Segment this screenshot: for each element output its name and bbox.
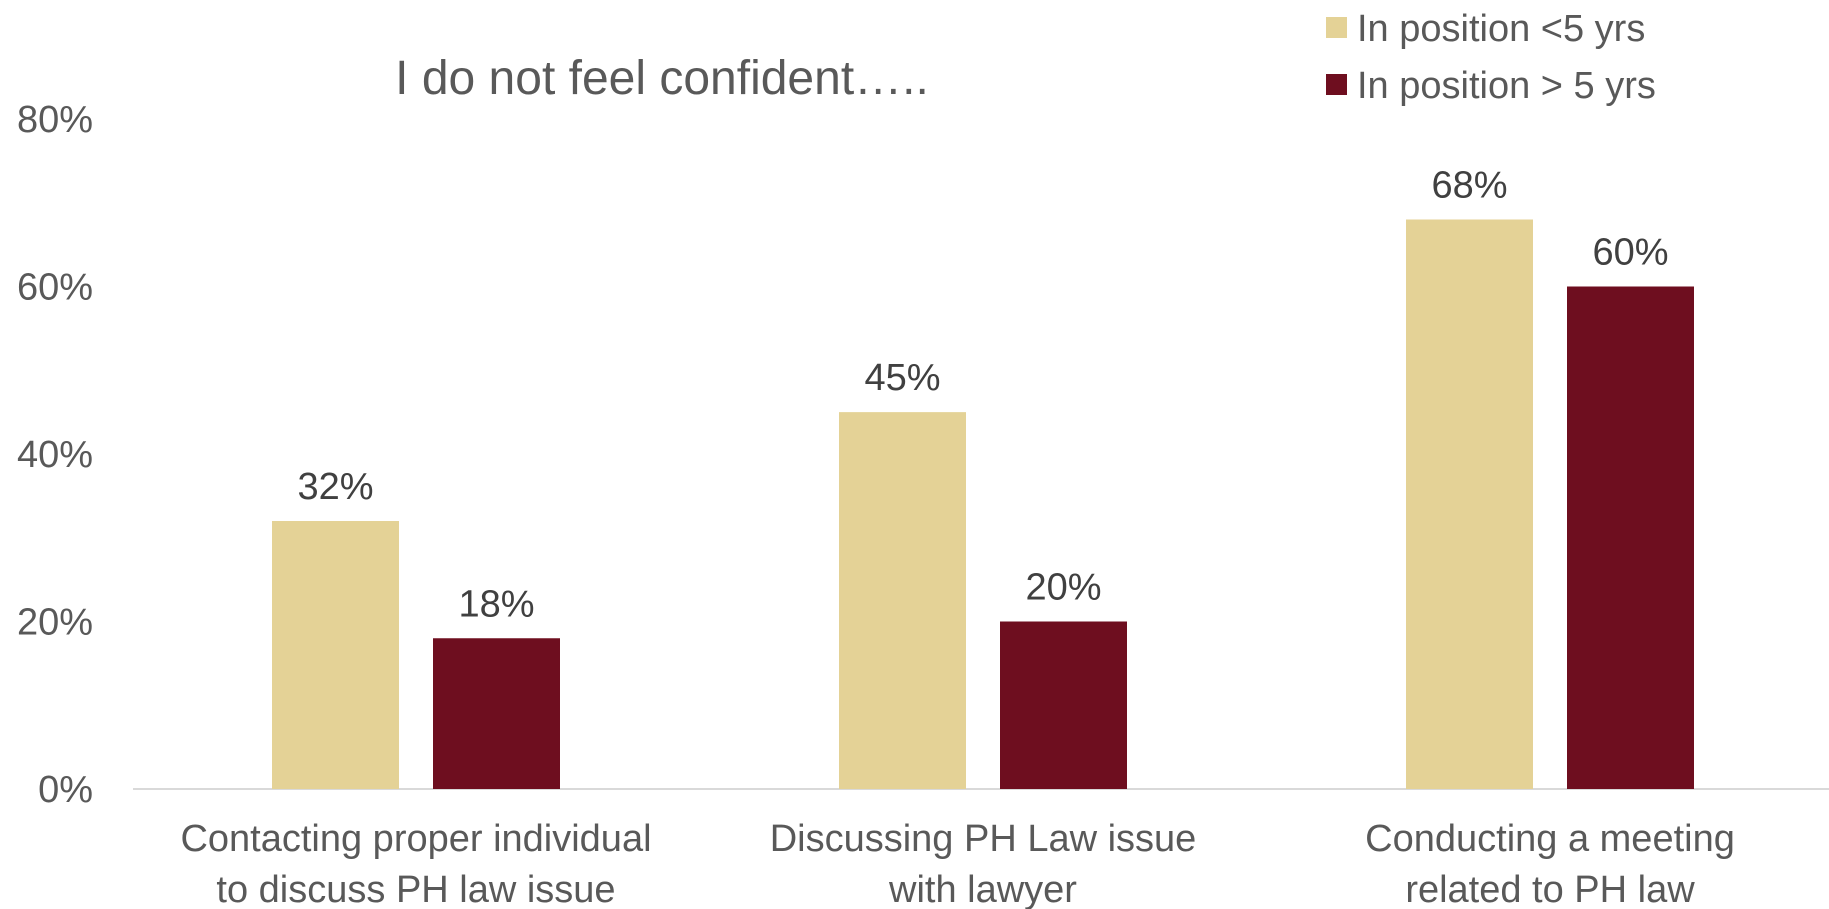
legend-swatch xyxy=(1326,17,1347,38)
bar-over-5-yrs xyxy=(433,638,560,789)
data-label: 32% xyxy=(297,466,373,508)
legend-label: In position > 5 yrs xyxy=(1357,65,1656,107)
data-label: 20% xyxy=(1025,567,1101,609)
category-label: related to PH law xyxy=(1405,869,1695,909)
y-tick-label: 80% xyxy=(17,99,93,141)
bar-under-5-yrs xyxy=(272,521,399,789)
bar-under-5-yrs xyxy=(1406,219,1533,789)
data-label: 60% xyxy=(1592,232,1668,274)
y-axis: 0% 20% 40% 60% 80% xyxy=(17,99,93,811)
bar-under-5-yrs xyxy=(839,412,966,789)
y-tick-label: 20% xyxy=(17,602,93,644)
category-label: Contacting proper individual xyxy=(180,818,651,860)
legend: In position <5 yrs In position > 5 yrs xyxy=(1326,8,1656,107)
category-label: to discuss PH law issue xyxy=(216,869,615,909)
y-tick-label: 0% xyxy=(38,769,93,811)
bar-over-5-yrs xyxy=(1000,621,1127,789)
bar-over-5-yrs xyxy=(1567,286,1694,789)
y-tick-label: 40% xyxy=(17,434,93,476)
x-axis: Contacting proper individual to discuss P… xyxy=(180,818,1734,909)
category-label: Discussing PH Law issue xyxy=(770,818,1197,860)
category-label: with lawyer xyxy=(888,869,1077,909)
chart-title: I do not feel confident….. xyxy=(395,52,929,105)
legend-swatch xyxy=(1326,74,1347,95)
data-label: 68% xyxy=(1431,165,1507,207)
category-label: Conducting a meeting xyxy=(1365,818,1735,860)
y-tick-label: 60% xyxy=(17,267,93,309)
data-label: 45% xyxy=(864,357,940,399)
legend-label: In position <5 yrs xyxy=(1357,8,1645,50)
bars: 32% 18% 45% 20% 68% 60% xyxy=(272,165,1694,789)
data-label: 18% xyxy=(458,583,534,625)
